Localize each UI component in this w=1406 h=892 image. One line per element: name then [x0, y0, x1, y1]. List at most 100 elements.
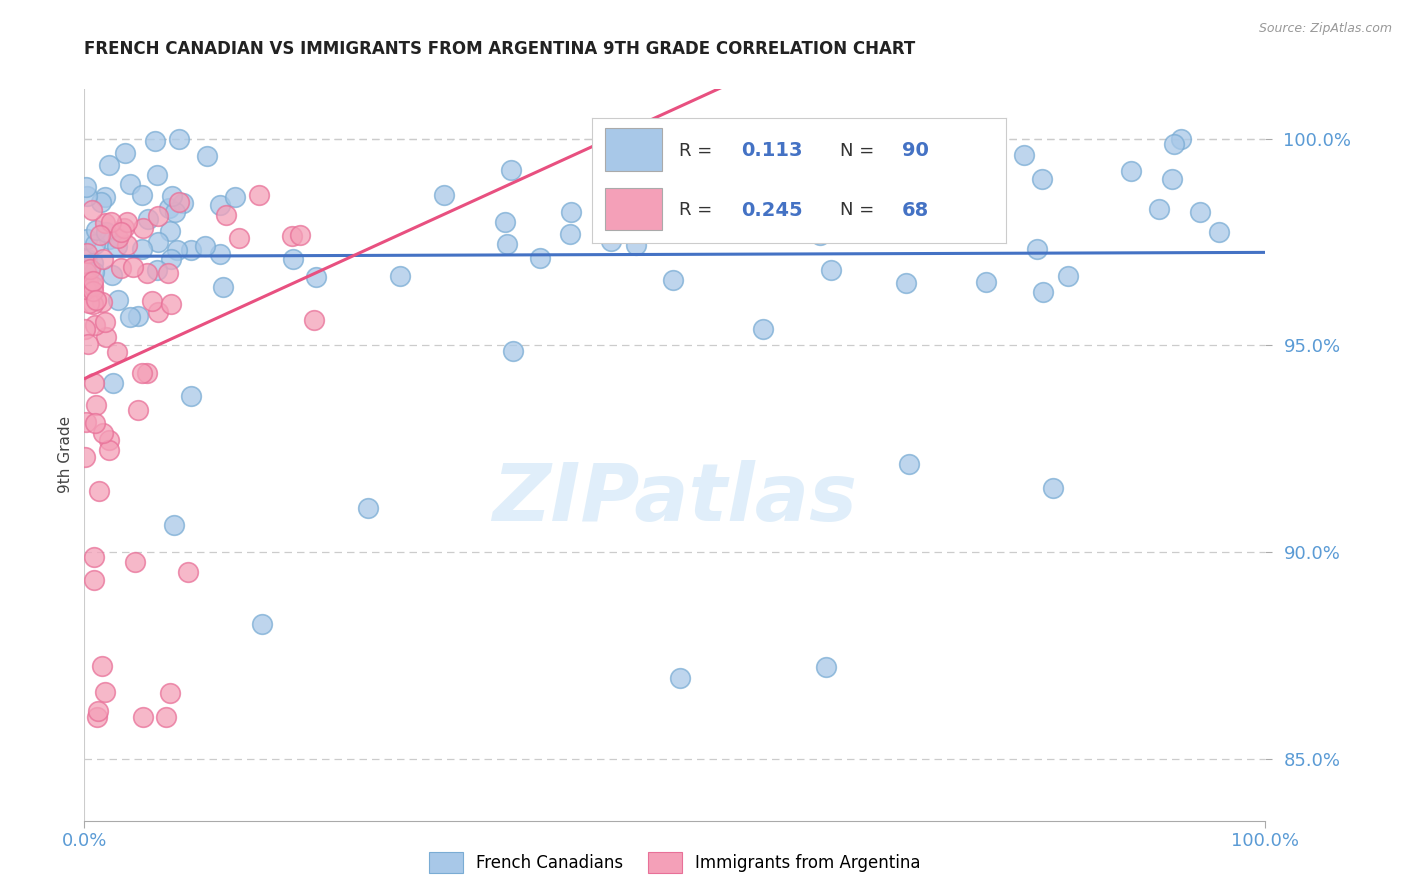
Point [75, 179, 97, 194]
Point [1031, 172, 1053, 186]
Point [94, 684, 117, 698]
Point [83, 573, 105, 587]
Point [302, 313, 325, 327]
Point [87, 704, 110, 718]
FancyBboxPatch shape [605, 188, 662, 230]
Point [896, 276, 918, 290]
Point [146, 209, 169, 223]
Point [84, 293, 107, 307]
Point [127, 402, 149, 417]
Point [97, 442, 120, 457]
Point [688, 187, 710, 202]
Point [159, 685, 181, 699]
Point [90, 659, 112, 673]
Point [529, 251, 551, 265]
Point [76, 275, 98, 289]
Point [100, 268, 122, 282]
Point [127, 310, 149, 324]
Point [118, 177, 141, 191]
Point [124, 555, 146, 569]
Point [110, 225, 132, 239]
Point [1057, 269, 1080, 284]
Point [165, 205, 187, 219]
Point [247, 187, 270, 202]
Text: N =: N = [841, 142, 880, 160]
Point [82, 284, 104, 298]
Point [157, 266, 180, 280]
Point [290, 227, 312, 242]
Point [105, 239, 128, 253]
Point [212, 280, 235, 294]
Text: 0.113: 0.113 [741, 141, 803, 161]
Point [94, 216, 117, 230]
Text: ZIPatlas: ZIPatlas [492, 459, 858, 538]
Point [224, 190, 246, 204]
Point [228, 230, 250, 244]
Point [75, 282, 97, 296]
Point [90, 194, 112, 209]
Point [357, 500, 380, 515]
Point [135, 266, 157, 280]
Text: 68: 68 [903, 201, 929, 220]
Point [80, 202, 103, 217]
Point [499, 163, 522, 178]
Point [115, 215, 138, 229]
Point [974, 275, 997, 289]
Point [131, 243, 153, 257]
Point [82, 274, 104, 288]
Point [560, 227, 582, 241]
Point [172, 195, 194, 210]
Point [76, 189, 98, 203]
Point [73, 450, 96, 465]
Point [76, 245, 98, 260]
Point [494, 215, 516, 229]
Point [143, 134, 166, 148]
Point [433, 188, 456, 202]
Point [1012, 148, 1035, 162]
Point [118, 310, 141, 325]
FancyBboxPatch shape [605, 128, 662, 170]
Point [83, 376, 105, 390]
Point [897, 457, 920, 471]
Point [94, 330, 117, 344]
Point [100, 215, 122, 229]
Point [965, 160, 987, 174]
Point [131, 366, 153, 380]
Point [97, 158, 120, 172]
Point [89, 227, 111, 242]
Point [121, 260, 143, 275]
Point [86, 223, 108, 237]
Point [84, 398, 107, 412]
Point [91, 426, 114, 441]
Point [495, 236, 517, 251]
Point [75, 322, 97, 336]
Point [209, 247, 232, 261]
Point [91, 295, 114, 310]
Point [1208, 226, 1230, 240]
Point [146, 235, 169, 249]
Point [675, 199, 697, 213]
Point [814, 660, 837, 674]
Point [79, 261, 101, 276]
Point [84, 237, 107, 252]
Y-axis label: 9th Grade: 9th Grade [58, 417, 73, 493]
Point [105, 345, 128, 359]
Point [93, 314, 115, 328]
Point [114, 145, 136, 160]
Point [135, 366, 157, 380]
Point [281, 252, 304, 267]
Point [786, 164, 808, 178]
Point [77, 296, 100, 310]
Point [167, 132, 190, 146]
Point [1161, 171, 1184, 186]
Point [1170, 132, 1192, 146]
Point [808, 227, 831, 242]
Point [97, 433, 120, 447]
Point [502, 344, 524, 359]
Point [983, 132, 1005, 146]
Point [194, 238, 217, 252]
Point [1163, 136, 1185, 151]
Text: 90: 90 [903, 141, 929, 161]
Point [1032, 285, 1054, 299]
Point [969, 197, 991, 211]
